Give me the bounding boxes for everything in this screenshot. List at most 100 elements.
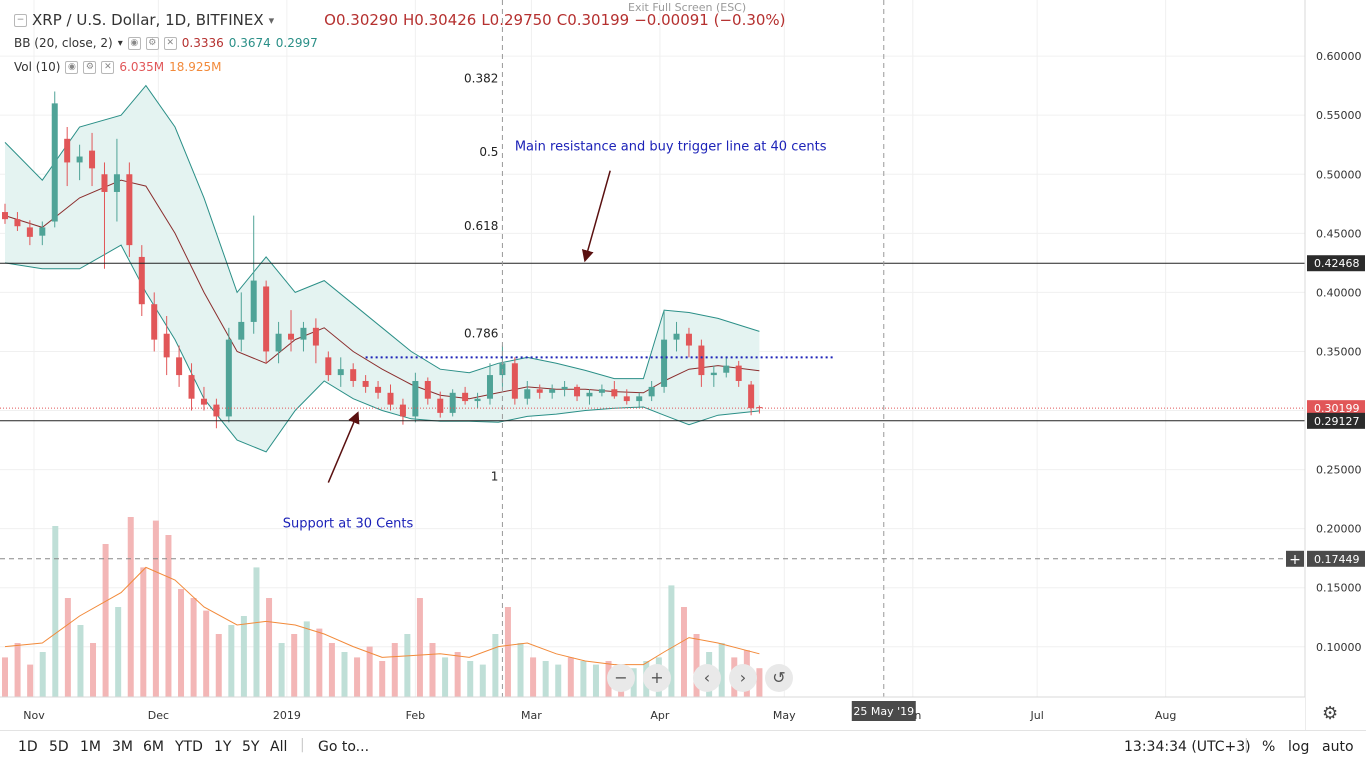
auto-toggle[interactable]: auto — [1322, 739, 1354, 755]
time-tick-label: Aug — [1155, 709, 1176, 722]
candle-body — [598, 389, 605, 393]
volume-bar — [2, 657, 8, 697]
time-tick-label: Mar — [521, 709, 542, 722]
annotation-arrow — [327, 411, 360, 483]
volume-bar — [228, 625, 235, 697]
remove-icon[interactable]: ✕ — [163, 36, 177, 50]
candle-body — [623, 396, 630, 402]
volume-bar — [115, 607, 122, 697]
vol-value: 6.035M — [119, 60, 165, 74]
symbol-menu-icon[interactable]: ▾ — [268, 13, 275, 27]
price-tick-label: 0.45000 — [1316, 227, 1362, 240]
scroll-left-button[interactable]: ‹ — [693, 664, 721, 692]
volume-bar — [39, 652, 46, 697]
volume-bar — [504, 607, 511, 697]
eye-icon[interactable]: ◉ — [127, 36, 141, 50]
range-3m[interactable]: 3M — [112, 739, 133, 755]
volume-bar — [303, 621, 310, 697]
volume-bar — [391, 643, 398, 697]
clock-readout[interactable]: 13:34:34 (UTC+3) — [1124, 739, 1251, 755]
candle-body — [511, 363, 518, 399]
candle-body — [673, 333, 680, 340]
range-6m[interactable]: 6M — [143, 739, 164, 755]
bollinger-basis-line — [4, 179, 760, 400]
legend-vol-row: Vol (10) ◉ ⚙ ✕ 6.035M 18.925M — [14, 60, 221, 74]
candle-body — [611, 389, 618, 397]
range-1m[interactable]: 1M — [80, 739, 101, 755]
volume-bar — [429, 643, 436, 697]
candle-body — [710, 372, 717, 376]
price-tick-label: 0.25000 — [1316, 464, 1362, 477]
range-all[interactable]: All — [270, 739, 288, 755]
candle-body — [536, 389, 543, 393]
candle-body — [39, 227, 46, 236]
remove-icon[interactable]: ✕ — [101, 60, 115, 74]
range-1d[interactable]: 1D — [18, 739, 38, 755]
volume-bar — [668, 585, 675, 697]
price-badge — [1307, 550, 1365, 567]
candle-body — [64, 138, 71, 163]
time-axis-bg — [0, 697, 1305, 730]
legend-bb-row: BB (20, close, 2) ▾ ◉ ⚙ ✕ 0.3336 0.3674 … — [14, 36, 318, 50]
range-5d[interactable]: 5D — [49, 739, 69, 755]
price-chart[interactable]: 0.382 0.5 0.618 0.786 1 Main resistance and b… — [0, 0, 1366, 730]
volume-bar — [756, 668, 763, 697]
exit-fullscreen-label[interactable]: Exit Full Screen (ESC) — [628, 1, 747, 14]
zoom-in-button[interactable]: + — [643, 664, 671, 692]
volume-bar — [328, 643, 335, 697]
price-badge-label: 0.30199 — [1314, 402, 1360, 415]
time-highlight-label: 25 May '19 — [853, 705, 914, 718]
candle-body — [375, 386, 382, 393]
candle-body — [51, 103, 58, 222]
price-badge-label: 0.29127 — [1314, 415, 1360, 428]
scroll-right-button[interactable]: › — [729, 664, 757, 692]
ohlc-low: L0.29750 — [481, 11, 552, 29]
range-5y[interactable]: 5Y — [242, 739, 260, 755]
chart-navigation-tools: − + ‹ › ↺ — [607, 664, 793, 692]
volume-bar — [152, 520, 159, 697]
range-1y[interactable]: 1Y — [214, 739, 232, 755]
volume-bar — [454, 652, 461, 697]
bollinger-upper-line — [4, 84, 760, 380]
volume-bar — [266, 598, 273, 697]
volume-bar — [404, 634, 411, 697]
range-ytd[interactable]: YTD — [175, 739, 203, 755]
vol-ma: 18.925M — [169, 60, 222, 74]
settings-icon[interactable]: ⚙ — [83, 60, 97, 74]
time-tick-label: Feb — [406, 709, 425, 722]
fib-level-label: 1 — [491, 470, 499, 484]
crosshair-plus-icon: + — [1289, 552, 1301, 568]
volume-bar — [64, 598, 71, 697]
bb-menu-icon[interactable]: ▾ — [117, 37, 123, 49]
fib-level-label: 0.382 — [464, 72, 498, 86]
collapse-icon[interactable]: − — [14, 13, 27, 27]
volume-bar — [127, 517, 134, 697]
reset-chart-button[interactable]: ↺ — [765, 664, 793, 692]
time-tick-label: Apr — [650, 709, 670, 722]
candle-body — [101, 174, 108, 192]
volume-bar — [165, 535, 172, 697]
candle-body — [561, 386, 568, 390]
eye-icon[interactable]: ◉ — [65, 60, 79, 74]
zoom-out-button[interactable]: − — [607, 664, 635, 692]
candle-body — [275, 333, 282, 352]
candle-body — [200, 398, 207, 405]
settings-icon[interactable]: ⚙ — [145, 36, 159, 50]
time-tick-label: May — [773, 709, 796, 722]
chart-settings-icon[interactable]: ⚙ — [1322, 703, 1339, 724]
percent-toggle[interactable]: % — [1262, 739, 1276, 755]
candle-body — [474, 398, 481, 402]
volume-bar — [140, 567, 147, 697]
volume-bar — [442, 657, 449, 697]
bb-lower: 0.2997 — [275, 36, 318, 50]
candle-body — [437, 398, 444, 413]
goto-button[interactable]: Go to... — [318, 739, 370, 755]
bottom-toolbar: 1D 5D 1M 3M 6M YTD 1Y 5Y All | Go to... … — [0, 730, 1366, 769]
price-tick-label: 0.35000 — [1316, 345, 1362, 358]
volume-bar — [190, 598, 197, 697]
candle-body — [14, 219, 21, 227]
log-toggle[interactable]: log — [1288, 739, 1310, 755]
volume-bar — [102, 544, 109, 697]
annotation-arrow — [581, 170, 611, 263]
candle-body — [337, 369, 344, 376]
